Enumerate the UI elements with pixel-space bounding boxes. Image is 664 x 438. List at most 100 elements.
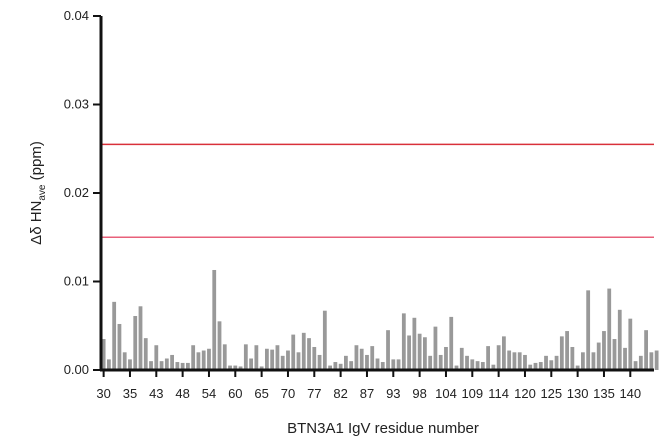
- x-tick-label: 93: [386, 386, 400, 401]
- bar-residue-87: [401, 313, 406, 370]
- bar-residue-31: [107, 359, 111, 370]
- y-axis-title-unit: (ppm): [28, 141, 45, 184]
- bar-residue-78: [354, 345, 359, 370]
- x-tick-label: 60: [228, 386, 242, 401]
- x-tick-label: 109: [461, 386, 483, 401]
- bar-residue-56: [238, 366, 243, 370]
- bar-residue-61: [265, 348, 269, 370]
- bar-residue-77: [349, 361, 354, 370]
- x-tick-label: 98: [412, 386, 426, 401]
- bar-residue-113: [538, 362, 543, 370]
- bar-residue-127: [612, 339, 617, 370]
- bar-residue-108: [512, 352, 517, 370]
- bar-residue-100: [470, 359, 475, 370]
- bar-residue-51: [212, 269, 217, 370]
- bar-residue-89: [412, 317, 417, 370]
- bar-residue-94: [438, 354, 443, 370]
- bar-residue-111: [528, 364, 533, 370]
- bar-residue-135: [654, 350, 659, 370]
- x-tick-label: 77: [307, 386, 321, 401]
- y-tick-label: 0.03: [64, 97, 89, 112]
- bar-residue-63: [275, 345, 280, 370]
- x-tick-label: 43: [149, 386, 163, 401]
- bar-residue-120: [575, 365, 580, 370]
- bar-residue-75: [338, 363, 343, 370]
- bar-residue-97: [454, 365, 459, 370]
- bar-residue-101: [475, 361, 480, 370]
- bar-residue-129: [623, 347, 627, 370]
- y-tick-label: 0.04: [64, 8, 89, 23]
- x-tick-label: 82: [333, 386, 347, 401]
- bar-residue-74: [333, 362, 338, 370]
- bar-residue-133: [644, 330, 648, 370]
- bar-residue-43: [170, 354, 174, 370]
- bar-residue-126: [607, 288, 612, 370]
- bar-residue-58: [249, 358, 253, 370]
- bar-residue-96: [449, 316, 454, 370]
- x-tick-label: 114: [488, 386, 509, 401]
- bar-residue-98: [459, 347, 464, 370]
- y-axis-title-subscript: ave: [37, 184, 48, 201]
- bar-residue-44: [175, 362, 180, 370]
- bar-residue-131: [633, 361, 638, 370]
- y-tick-label: 0.02: [64, 185, 89, 200]
- bar-residue-102: [480, 362, 485, 370]
- bar-residue-104: [491, 364, 496, 370]
- y-tick-label: 0.00: [64, 362, 89, 377]
- bar-residue-117: [559, 336, 564, 370]
- bar-residue-62: [270, 349, 275, 370]
- bar-residue-91: [423, 337, 427, 370]
- bar-residue-130: [628, 318, 633, 370]
- bar-residue-88: [407, 335, 411, 370]
- x-ticks: 30 35 43 48 54 60 65 70 77 82 87 93 98 104 109 114 120 12…: [96, 370, 641, 401]
- bar-residue-93: [433, 326, 438, 370]
- x-tick-label: 54: [202, 386, 216, 401]
- bar-residue-39: [149, 361, 153, 370]
- axes: [99, 16, 654, 372]
- bar-residue-55: [233, 365, 238, 370]
- bar-residue-110: [523, 354, 527, 370]
- bar-residue-47: [191, 345, 196, 370]
- bar-residue-70: [312, 346, 317, 370]
- bar-residue-69: [307, 338, 311, 370]
- bar-residue-124: [596, 342, 601, 370]
- bar-residue-54: [228, 365, 232, 370]
- bar-residue-81: [370, 346, 375, 370]
- bar-residue-82: [375, 358, 380, 370]
- bar-residue-59: [254, 345, 259, 370]
- bar-residue-50: [207, 348, 211, 370]
- bar-residue-40: [154, 345, 159, 370]
- bar-residue-73: [328, 365, 332, 370]
- bar-residue-57: [243, 344, 248, 370]
- x-tick-label: 70: [281, 386, 295, 401]
- bar-residue-86: [396, 359, 401, 370]
- y-axis-title-main: Δδ HN: [28, 201, 45, 245]
- bar-residue-99: [465, 355, 469, 370]
- bar-residue-32: [112, 301, 117, 370]
- bar-residue-128: [617, 309, 622, 370]
- bar-residue-60: [259, 366, 264, 370]
- bar-residue-37: [138, 306, 143, 370]
- bar-residue-119: [570, 346, 575, 370]
- bar-residue-66: [291, 334, 296, 370]
- bar-residue-92: [428, 355, 433, 370]
- x-axis-title: BTN3A1 IgV residue number: [287, 420, 479, 437]
- bar-residue-90: [417, 333, 422, 370]
- bar-residue-67: [296, 352, 301, 370]
- bar-residue-33: [117, 323, 122, 370]
- x-tick-label: 140: [619, 386, 641, 401]
- bar-residue-76: [344, 355, 348, 370]
- bar-residue-118: [565, 331, 569, 370]
- bar-residue-64: [280, 355, 285, 370]
- bar-residue-115: [549, 360, 554, 370]
- bar-residue-71: [317, 354, 322, 370]
- threshold-lines: [101, 143, 654, 238]
- bar-residue-35: [128, 359, 132, 370]
- bar-residue-123: [591, 352, 596, 370]
- bar-residue-46: [186, 362, 190, 370]
- bar-residue-79: [359, 348, 364, 370]
- bar-residue-38: [143, 338, 148, 370]
- bar-residue-36: [133, 316, 138, 370]
- x-tick-label: 135: [593, 386, 615, 401]
